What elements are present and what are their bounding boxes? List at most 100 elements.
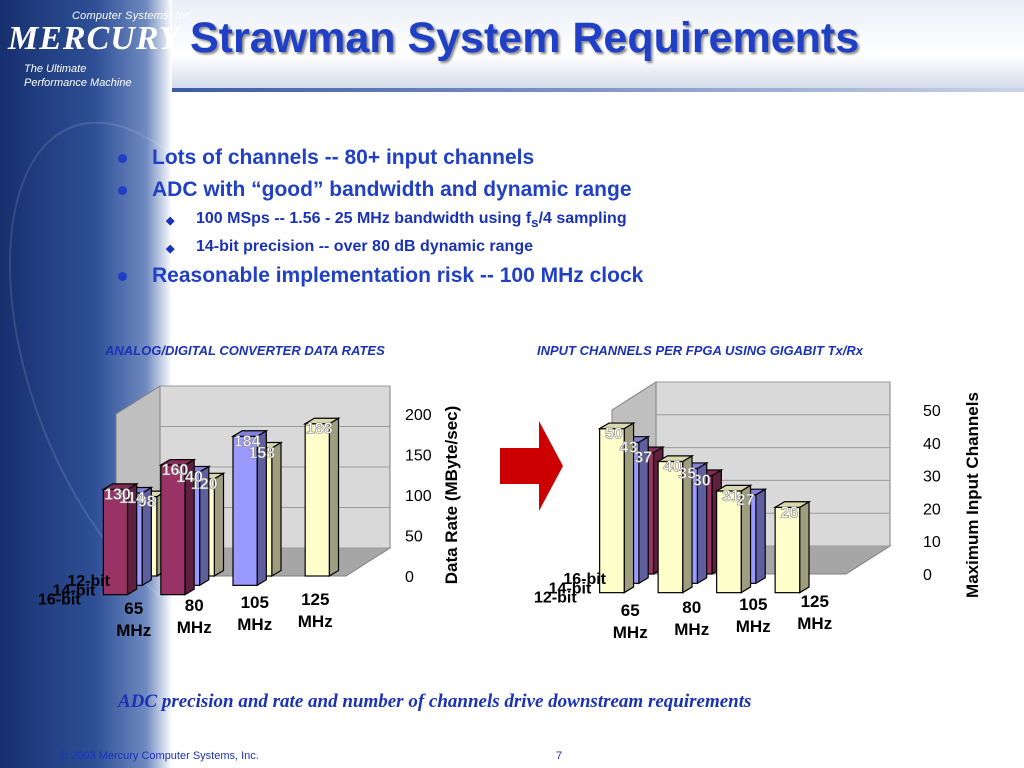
bullet-dot-icon [118, 186, 127, 195]
y-tick-label: 50 [923, 403, 941, 420]
x-tick-label: MHz [116, 621, 151, 640]
y-tick-label: 30 [923, 469, 941, 486]
bar-side [328, 417, 340, 578]
bar [774, 506, 801, 594]
company-tagline: The Ultimate Performance Machine [24, 62, 154, 90]
data-label: 184 [234, 433, 261, 450]
bar [657, 460, 684, 594]
series-label: 14-bit [549, 580, 592, 597]
bar-side [755, 488, 766, 585]
sidebar-brand-panel [0, 0, 376, 768]
sub-bullet-subscript: s [531, 215, 539, 231]
data-label: 120 [191, 476, 218, 493]
y-tick-label: 10 [923, 534, 941, 551]
bullet-text: Lots of channels -- 80+ input channels [152, 146, 535, 169]
data-label: 37 [634, 450, 652, 467]
bar-side [799, 500, 810, 594]
y-tick-label: 40 [923, 436, 941, 453]
series-label: 16-bit [563, 571, 606, 588]
bar-top [303, 417, 341, 425]
bullet-item: Reasonable implementation risk -- 100 MH… [118, 264, 878, 288]
data-label: 140 [176, 469, 203, 486]
bar-top [714, 484, 753, 492]
x-tick-label: 80 [185, 596, 204, 615]
series-label: 12-bit [534, 590, 577, 607]
y-tick-label: 20 [923, 501, 941, 518]
bar-top [101, 483, 139, 490]
series-label: 16-bit [38, 592, 81, 609]
company-logo: MERCURY [8, 20, 181, 57]
data-label: 31 [722, 488, 740, 505]
bullet-dot-icon [118, 154, 127, 163]
bar [304, 423, 330, 577]
data-label: 160 [162, 462, 189, 479]
data-label: 27 [737, 492, 755, 509]
bullet-dot-icon [118, 272, 127, 282]
y-axis-label: Maximum Input Channels [963, 392, 982, 598]
sub-bullet-item: ◆ 100 MSps -- 1.56 - 25 MHz bandwidth usi… [118, 210, 878, 230]
x-tick-label: MHz [613, 623, 648, 642]
arrow-shape [500, 421, 563, 511]
data-label: 30 [693, 473, 711, 490]
data-label: 35 [678, 466, 696, 483]
tagline-line-1: The Ultimate [24, 63, 87, 75]
company-subtitle: Computer Systems, Inc. [72, 10, 194, 22]
data-label: 114 [119, 490, 145, 507]
x-tick-label: MHz [237, 615, 272, 634]
bar-top [158, 458, 197, 466]
diamond-bullet-icon: ◆ [166, 243, 175, 256]
bar-top [772, 501, 812, 508]
sub-bullet-text: 14-bit precision -- over 80 dB dynamic r… [196, 238, 533, 256]
y-tick-label: 0 [405, 569, 414, 586]
x-tick-label: MHz [736, 617, 771, 636]
bullet-text: ADC with “good” bandwidth and dynamic ra… [152, 178, 632, 201]
x-tick-label: 80 [682, 598, 701, 617]
tagline-line-2: Performance Machine [24, 77, 132, 89]
chart-adc-data-rates: 0 50 100 150 200 Data Rate (MByte/sec) 98 120 15… [38, 385, 461, 640]
series-label: 12-bit [67, 573, 110, 590]
data-label: 40 [664, 458, 682, 475]
bar [716, 490, 742, 594]
x-tick-label: 125 [801, 592, 829, 611]
diamond-bullet-icon: ◆ [166, 215, 175, 227]
data-label: 98 [138, 494, 156, 511]
chart-input-channels: 0 10 20 30 40 50 Maximum Input Channels 37 30 43 3… [534, 381, 982, 642]
x-tick-label: 65 [621, 601, 640, 620]
bullet-list: Lots of channels -- 80+ input channels A… [118, 146, 878, 296]
bar [102, 488, 129, 596]
bullet-item: Lots of channels -- 80+ input channels [118, 146, 878, 170]
slide-caption: ADC precision and rate and number of cha… [118, 691, 752, 712]
bar [232, 435, 258, 586]
bar-top [230, 430, 269, 437]
title-band [172, 0, 1024, 92]
data-label: 26 [781, 504, 799, 521]
data-label: 43 [620, 439, 638, 456]
chart-right-title: INPUT CHANNELS PER FPGA USING GIGABIT Tx… [537, 343, 863, 358]
y-tick-label: 100 [405, 488, 432, 505]
x-tick-label: 65 [124, 599, 143, 618]
arrow-right-icon [500, 421, 563, 511]
bar-top [655, 455, 695, 463]
y-tick-label: 150 [405, 448, 432, 465]
data-label: 130 [104, 486, 131, 503]
x-tick-label: MHz [797, 614, 832, 633]
data-label: 158 [248, 445, 275, 462]
series-label: 14-bit [53, 582, 96, 599]
bullet-item: ADC with “good” bandwidth and dynamic ra… [118, 178, 878, 202]
y-tick-label: 200 [405, 407, 432, 424]
x-tick-label: MHz [298, 612, 333, 631]
x-tick-label: 105 [241, 593, 269, 612]
x-tick-label: MHz [674, 620, 709, 639]
sub-bullet-text-suffix: /4 sampling [538, 210, 627, 227]
slide-title: Strawman System Requirements [190, 14, 860, 62]
x-tick-label: MHz [177, 618, 212, 637]
footer-copyright: © 2003 Mercury Computer Systems, Inc. [60, 750, 259, 762]
title-divider [172, 88, 1024, 92]
page-number: 7 [556, 750, 563, 762]
y-axis-label: Data Rate (MByte/sec) [442, 406, 461, 585]
bar-side [271, 441, 282, 578]
x-tick-label: 105 [739, 595, 767, 614]
bullet-text: Reasonable implementation risk -- 100 MH… [152, 264, 644, 288]
data-label: 188 [306, 421, 333, 438]
data-label: 50 [605, 426, 623, 443]
